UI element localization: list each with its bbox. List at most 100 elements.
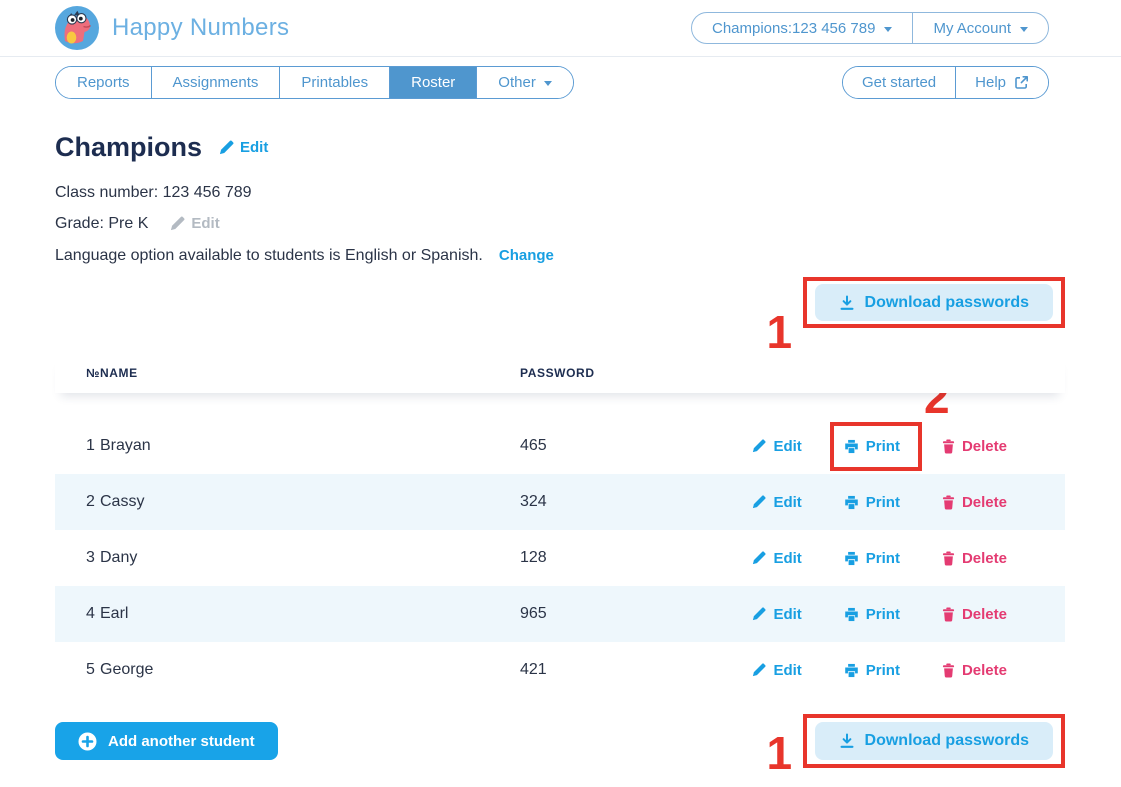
student-password: 324 — [520, 493, 547, 510]
plus-circle-icon — [78, 732, 97, 750]
my-account-label: My Account — [933, 19, 1011, 37]
student-password: 128 — [520, 549, 547, 566]
row-actions: Edit Print — [752, 606, 1065, 623]
student-password: 465 — [520, 437, 547, 454]
print-label: Print — [865, 605, 900, 623]
class-selector-dropdown[interactable]: Champions:123 456 789 — [692, 13, 912, 43]
table-row: 3 Dany 128 Edit — [55, 530, 1065, 586]
footer-row: Add another student Download passwords 1 — [55, 714, 1065, 776]
table-row: 5 George 421 Edit — [55, 642, 1065, 698]
class-selector-label: Champions:123 456 789 — [711, 19, 876, 37]
tab-reports[interactable]: Reports — [56, 67, 152, 98]
delete-label: Delete — [961, 661, 1007, 679]
my-account-dropdown[interactable]: My Account — [912, 13, 1048, 43]
student-number: 3 — [86, 549, 95, 566]
main-content: Champions Edit Class number: 123 456 789… — [0, 132, 1121, 776]
delete-student-button[interactable]: Delete — [942, 606, 1007, 623]
pencil-icon — [753, 551, 766, 565]
header-menu: Champions:123 456 789 My Account — [690, 12, 1049, 44]
table-body: 1 Brayan 465 Edit — [55, 374, 1065, 698]
edit-student-button[interactable]: Edit — [752, 662, 802, 679]
add-student-button[interactable]: Add another student — [55, 722, 278, 760]
download-icon — [840, 295, 854, 310]
student-number: 2 — [86, 493, 95, 510]
student-name: George — [100, 661, 154, 678]
print-password-button[interactable]: Print — [844, 550, 900, 567]
delete-student-button[interactable]: Delete — [942, 438, 1007, 455]
download-passwords-button-top[interactable]: Download passwords — [814, 284, 1053, 321]
download-passwords-button-bottom[interactable]: Download passwords — [814, 722, 1053, 760]
class-number-text: Class number: 123 456 789 — [55, 184, 252, 201]
print-password-button[interactable]: Print — [844, 438, 900, 455]
trash-icon — [942, 550, 955, 566]
print-label: Print — [865, 437, 900, 455]
top-header: Happy Numbers Champions:123 456 789 My A… — [0, 0, 1121, 57]
nav-row: Reports Assignments Printables Roster Ot… — [0, 57, 1121, 99]
tab-roster[interactable]: Roster — [390, 67, 478, 98]
help-label: Help — [975, 74, 1006, 91]
class-name-edit-button[interactable]: Edit — [219, 139, 268, 156]
grade-edit-label: Edit — [191, 215, 220, 232]
tab-printables[interactable]: Printables — [280, 67, 391, 98]
delete-label: Delete — [961, 549, 1007, 567]
row-actions: Edit Print — [752, 550, 1065, 567]
edit-student-button[interactable]: Edit — [752, 494, 802, 511]
print-password-button[interactable]: Print — [844, 606, 900, 623]
page-title: Champions — [55, 132, 203, 162]
delete-label: Delete — [961, 493, 1007, 511]
help-group: Get started Help — [841, 66, 1049, 99]
printer-icon — [845, 551, 858, 565]
student-name: Brayan — [100, 437, 151, 454]
table-row: 2 Cassy 324 Edit — [55, 474, 1065, 530]
delete-student-button[interactable]: Delete — [942, 550, 1007, 567]
pencil-icon — [753, 607, 766, 621]
print-label: Print — [865, 493, 900, 511]
table-row: 1 Brayan 465 Edit — [55, 374, 1065, 474]
external-link-icon — [1015, 76, 1028, 89]
printer-icon — [845, 607, 858, 621]
edit-label: Edit — [773, 549, 802, 567]
title-row: Champions Edit — [55, 132, 1065, 163]
language-row: Language option available to students is… — [55, 246, 1065, 265]
delete-label: Delete — [961, 605, 1007, 623]
student-name: Dany — [100, 549, 138, 566]
grade-edit-button[interactable]: Edit — [170, 214, 220, 233]
annotation-box-download-top: Download passwords 1 — [767, 277, 1065, 355]
edit-label: Edit — [773, 605, 802, 623]
brand-home-link[interactable]: Happy Numbers — [55, 6, 289, 50]
annotation-box-download-bottom: Download passwords 1 — [767, 714, 1065, 776]
row-actions: Edit Print — [752, 374, 1065, 471]
edit-student-button[interactable]: Edit — [752, 549, 802, 567]
delete-student-button[interactable]: Delete — [942, 494, 1007, 511]
annotation-number-1: 1 — [766, 727, 793, 779]
edit-student-button[interactable]: Edit — [752, 437, 802, 455]
language-change-button[interactable]: Change — [498, 247, 554, 264]
edit-label: Edit — [773, 437, 802, 455]
trash-icon — [942, 662, 955, 678]
happy-numbers-logo-icon — [55, 6, 99, 50]
tab-other[interactable]: Other — [477, 67, 573, 98]
tab-assignments[interactable]: Assignments — [151, 67, 281, 98]
pencil-icon — [171, 216, 185, 231]
download-row-top: Download passwords 1 — [55, 277, 1065, 355]
col-header-password: PASSWORD — [520, 366, 595, 380]
row-actions: Edit Print — [752, 662, 1065, 679]
row-actions: Edit Print — [752, 494, 1065, 511]
download-passwords-label: Download passwords — [864, 293, 1029, 311]
printer-icon — [845, 495, 858, 509]
table-header-row: № NAME PASSWORD — [55, 353, 1065, 393]
student-number: 5 — [86, 661, 95, 678]
edit-student-button[interactable]: Edit — [752, 605, 802, 623]
print-password-button[interactable]: Print — [844, 662, 900, 679]
tab-other-label: Other — [498, 74, 536, 91]
get-started-button[interactable]: Get started — [842, 67, 956, 98]
col-header-name: NAME — [100, 366, 138, 380]
print-password-button[interactable]: Print — [844, 494, 900, 511]
main-tabs: Reports Assignments Printables Roster Ot… — [55, 66, 574, 99]
table-row: 4 Earl 965 Edit — [55, 586, 1065, 642]
delete-student-button[interactable]: Delete — [942, 662, 1007, 679]
help-button[interactable]: Help — [955, 67, 1048, 98]
class-name-edit-label: Edit — [240, 139, 269, 156]
chevron-down-icon — [884, 26, 893, 32]
